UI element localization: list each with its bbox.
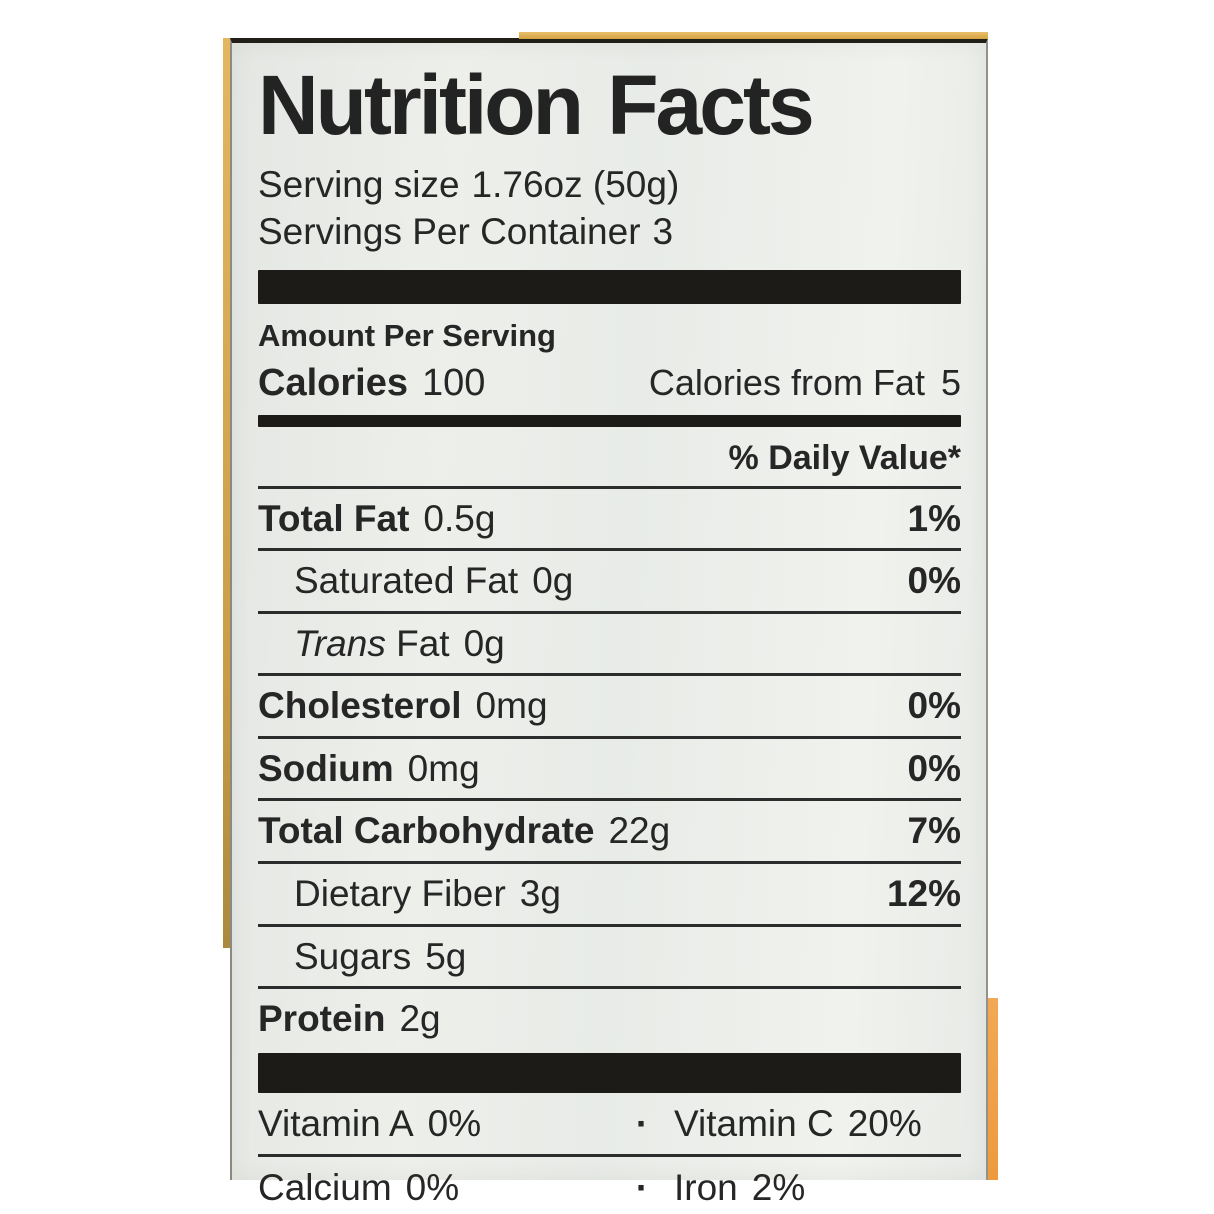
- nutrient-amount: 0mg: [475, 685, 548, 727]
- row-protein: Protein 2g: [258, 986, 961, 1049]
- nutrient-name: Fat: [396, 622, 450, 664]
- serving-size-line: Serving size 1.76oz (50g): [258, 161, 961, 208]
- servings-per-container-value: 3: [652, 211, 674, 253]
- serving-size-label: Serving size: [258, 164, 460, 205]
- micronutrient-left: Vitamin A 0%: [258, 1103, 610, 1145]
- row-dietary-fiber: Dietary Fiber 3g 12%: [258, 861, 961, 924]
- nutrient-dv: 1%: [907, 497, 961, 539]
- calories-row: Calories 100 Calories from Fat 5: [258, 362, 961, 405]
- nutrient-amount: 5g: [425, 935, 467, 977]
- micronutrient-name: Calcium: [258, 1166, 392, 1208]
- nutrient-name: Total Fat: [258, 497, 410, 539]
- nutrient-dv: 0%: [907, 747, 961, 789]
- micronutrient-value: 2%: [751, 1166, 806, 1208]
- nutrient-dv: 12%: [886, 873, 961, 914]
- nutrient-name-italic: Trans: [294, 622, 386, 664]
- nutrient-amount: 0g: [532, 560, 574, 602]
- calories-label: Calories: [258, 361, 408, 404]
- nutrient-name: Total Carbohydrate: [258, 810, 595, 852]
- nutrient-dv: 7%: [907, 810, 961, 852]
- section-divider-bar: [258, 269, 961, 304]
- servings-per-container-label: Servings Per Container: [258, 211, 641, 253]
- row-total-fat: Total Fat 0.5g 1%: [258, 485, 961, 549]
- row-saturated-fat: Saturated Fat 0g 0%: [258, 548, 961, 611]
- row-total-carbohydrate: Total Carbohydrate 22g 7%: [258, 798, 961, 861]
- row-calcium-iron: Calcium 0% · Iron 2%: [258, 1153, 961, 1214]
- dot-separator: ·: [635, 1102, 649, 1144]
- row-vitamin-a-c: Vitamin A 0% · Vitamin C 20%: [258, 1093, 961, 1154]
- nutrient-dv: 0%: [907, 685, 961, 727]
- nutrient-name: Sodium: [258, 747, 394, 789]
- package-edge-gold-left: [223, 38, 230, 948]
- micronutrient-value: 20%: [847, 1102, 922, 1144]
- nutrient-amount: 0.5g: [423, 497, 496, 539]
- calories-from-fat-label: Calories from Fat: [648, 361, 925, 403]
- nutrient-amount: 2g: [399, 998, 441, 1040]
- package-edge-gold-top: [518, 32, 988, 39]
- micronutrient-right: Iron 2%: [674, 1167, 961, 1209]
- nutrient-name: Protein: [258, 998, 386, 1040]
- micronutrient-name: Vitamin C: [674, 1102, 834, 1144]
- row-cholesterol: Cholesterol 0mg 0%: [258, 673, 961, 736]
- nutrient-name: Cholesterol: [258, 685, 462, 727]
- nutrient-amount: 3g: [519, 873, 561, 914]
- row-trans-fat: Trans Fat 0g: [258, 610, 961, 674]
- section-divider-bar: [258, 414, 961, 427]
- nutrient-amount: 0mg: [407, 747, 480, 789]
- nutrient-name: Sugars: [294, 935, 412, 977]
- nutrient-dv: 0%: [907, 560, 961, 602]
- micronutrient-name: Iron: [674, 1166, 738, 1208]
- micronutrient-value: 0%: [405, 1166, 460, 1208]
- nutrient-amount: 0g: [463, 622, 505, 664]
- dot-separator: ·: [635, 1166, 649, 1208]
- nutrient-name: Saturated Fat: [294, 560, 519, 602]
- calories-from-fat-value: 5: [940, 361, 961, 403]
- row-sugars: Sugars 5g: [258, 923, 961, 987]
- calories-value: 100: [421, 361, 486, 404]
- section-divider-bar: [258, 1052, 961, 1093]
- row-sodium: Sodium 0mg 0%: [258, 735, 961, 799]
- micronutrient-name: Vitamin A: [258, 1102, 414, 1144]
- micronutrient-value: 0%: [427, 1102, 482, 1144]
- serving-size-value: 1.76oz (50g): [471, 164, 680, 205]
- nutrient-amount: 22g: [608, 810, 671, 852]
- micronutrient-right: Vitamin C 20%: [674, 1103, 961, 1145]
- calories: Calories 100: [258, 362, 485, 405]
- amount-per-serving-heading: Amount Per Serving: [258, 317, 556, 353]
- daily-value-header: % Daily Value*: [728, 438, 961, 477]
- nutrient-name: Dietary Fiber: [294, 873, 506, 914]
- micronutrient-left: Calcium 0%: [258, 1167, 610, 1209]
- label-title: Nutrition Facts: [258, 58, 815, 152]
- package-edge-orange-right: [988, 998, 998, 1180]
- servings-per-container-line: Servings Per Container 3: [258, 208, 961, 255]
- calories-from-fat: Calories from Fat 5: [649, 362, 961, 404]
- nutrition-facts-label: Nutrition Facts Serving size 1.76oz (50g)…: [223, 32, 998, 1208]
